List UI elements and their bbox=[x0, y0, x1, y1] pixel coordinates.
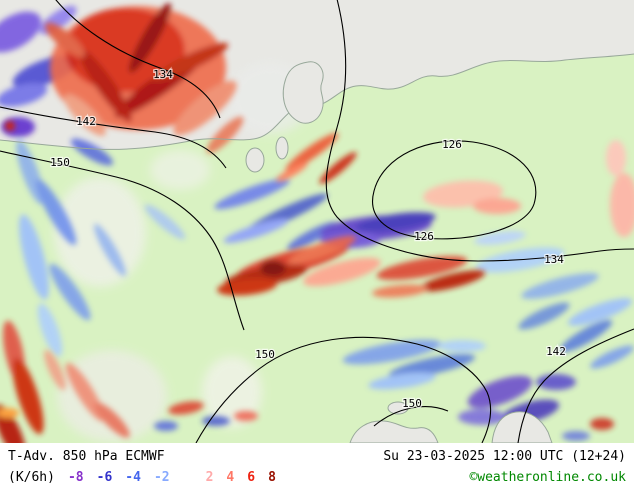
legend: (K/6h) -8 -6 -4 -2 2 4 6 8 bbox=[8, 467, 276, 488]
contour-labels: 134 142 150 126 126 134 142 150 150 bbox=[49, 67, 567, 412]
scale-value: 2 bbox=[205, 470, 214, 485]
copyright: ©weatheronline.co.uk bbox=[469, 470, 626, 485]
scale-value: -4 bbox=[125, 470, 141, 485]
scale-value: -8 bbox=[67, 470, 84, 485]
contour-label: 134 bbox=[544, 253, 564, 266]
contour-label: 126 bbox=[442, 138, 462, 151]
coastlines bbox=[0, 53, 634, 443]
scale-value: -6 bbox=[96, 470, 113, 485]
contour-label: 150 bbox=[50, 156, 70, 169]
map-area: 134 142 150 126 126 134 142 150 150 bbox=[0, 0, 634, 443]
contour-label: 150 bbox=[255, 348, 275, 361]
contour-label: 126 bbox=[414, 230, 434, 243]
contour-label: 150 bbox=[402, 397, 422, 410]
warm-advection-field bbox=[0, 3, 634, 443]
contour-label: 134 bbox=[153, 68, 173, 81]
footer: T-Adv. 850 hPa ECMWF Su 23-03-2025 12:00… bbox=[0, 443, 634, 490]
legend-unit: (K/6h) bbox=[8, 470, 55, 485]
datetime: Su 23-03-2025 12:00 UTC (12+24) bbox=[383, 449, 626, 464]
contour-label: 142 bbox=[546, 345, 566, 358]
weather-map: 134 142 150 126 126 134 142 150 150 bbox=[0, 0, 634, 443]
scale-value: 4 bbox=[226, 470, 235, 485]
legend-scale: -8 -6 -4 -2 2 4 6 8 bbox=[55, 467, 276, 488]
chart-title: T-Adv. 850 hPa ECMWF bbox=[8, 449, 165, 464]
cold-advection-field bbox=[0, 5, 634, 441]
contour-label: 142 bbox=[76, 115, 96, 128]
footer-row-top: T-Adv. 850 hPa ECMWF Su 23-03-2025 12:00… bbox=[8, 446, 626, 467]
scale-value: 8 bbox=[268, 470, 276, 485]
isolines bbox=[0, 0, 634, 443]
footer-row-bottom: (K/6h) -8 -6 -4 -2 2 4 6 8 ©weatheronline.co.uk bbox=[8, 467, 626, 488]
scale-value: 6 bbox=[247, 470, 256, 485]
scale-value: -2 bbox=[153, 470, 170, 485]
